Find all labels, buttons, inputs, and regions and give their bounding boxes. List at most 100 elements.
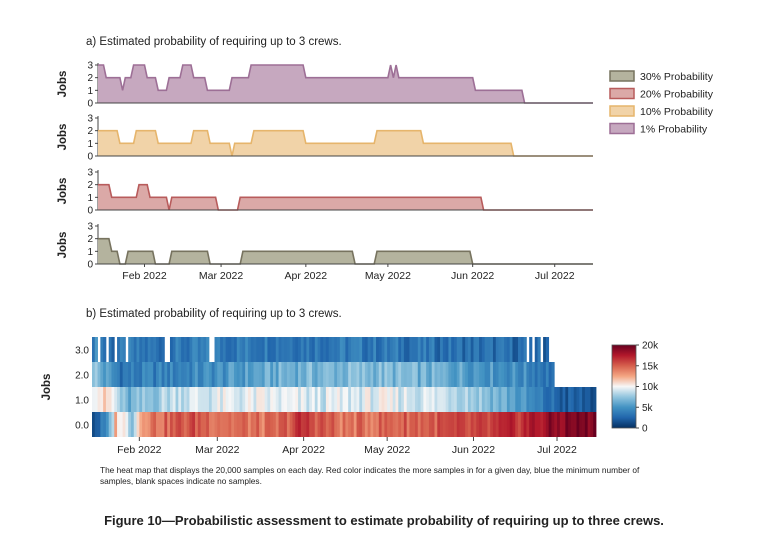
- heatmap-cell: [125, 362, 129, 387]
- heatmap-cell: [384, 362, 388, 387]
- heatmap-cell: [97, 387, 101, 412]
- heatmap-cell: [111, 387, 115, 412]
- heatmap-cell: [462, 412, 466, 437]
- heatmap-cell: [175, 337, 179, 362]
- heatmap-cell: [509, 412, 513, 437]
- heatmap-cell: [245, 387, 249, 412]
- heatmap-cell: [150, 412, 154, 437]
- panel-a-subplot: 0 1 23 Jobs Feb 2022 Mar 2022 Apr 2022 May 2022…: [57, 222, 593, 282]
- heatmap-cell: [509, 387, 513, 412]
- legend-swatch: [609, 122, 635, 135]
- heatmap-cell: [247, 362, 252, 387]
- panel-b-title: b) Estimated probability of requiring up…: [86, 308, 342, 320]
- heatmap-cell: [317, 387, 321, 412]
- heatmap-cell: [406, 362, 410, 387]
- heatmap-cell: [440, 362, 444, 387]
- heatmap-cell: [540, 362, 544, 387]
- heatmap-cell: [311, 337, 316, 362]
- heatmap-cell: [214, 412, 218, 437]
- heatmap-cell: [409, 337, 413, 362]
- heatmap-cell: [242, 412, 246, 437]
- heatmap-cell: [350, 412, 355, 437]
- heatmap-cell: [406, 337, 410, 362]
- heatmap-cell: [387, 337, 391, 362]
- heatmap-cell: [328, 387, 332, 412]
- heatmap-cell: [342, 337, 346, 362]
- heatmap-cell: [448, 412, 452, 437]
- y-axis-label: Jobs: [57, 232, 69, 259]
- heatmap-cell: [543, 337, 547, 362]
- heatmap-cell: [479, 337, 483, 362]
- heatmap-cell: [557, 387, 561, 412]
- heatmap-cell: [272, 362, 277, 387]
- heatmap-cell: [156, 412, 160, 437]
- heatmap-cell: [189, 337, 193, 362]
- heatmap-cell: [298, 412, 302, 437]
- legend-label: 10% Probability: [640, 106, 714, 118]
- heatmap-cell: [498, 362, 502, 387]
- heatmap-cell: [512, 362, 516, 387]
- heatmap-cell: [459, 337, 463, 362]
- heatmap-cell: [495, 387, 499, 412]
- heatmap-cell: [537, 412, 541, 437]
- heatmap-cell: [217, 362, 221, 387]
- heatmap-cell: [518, 337, 522, 362]
- heatmap-cell: [398, 387, 402, 412]
- heatmap-cell: [543, 362, 547, 387]
- heatmap-cell: [236, 362, 240, 387]
- heatmap-cell: [217, 337, 221, 362]
- heatmap-cell: [278, 412, 282, 437]
- heatmap-cell: [278, 337, 282, 362]
- heatmap-cell: [403, 362, 408, 387]
- heatmap-cell: [465, 362, 469, 387]
- heatmap-cell: [373, 337, 377, 362]
- heatmap-cell: [515, 362, 519, 387]
- heatmap-cell: [259, 387, 263, 412]
- heatmap-cell: [139, 362, 143, 387]
- heatmap-cell: [192, 337, 196, 362]
- heatmap-cell: [303, 337, 307, 362]
- heatmap-cell: [440, 387, 444, 412]
- heatmap-cell: [247, 337, 252, 362]
- heatmap-cell: [292, 337, 296, 362]
- heatmap-cell: [412, 387, 416, 412]
- heatmap-cell: [387, 387, 391, 412]
- heatmap-cell: [228, 337, 232, 362]
- heatmap-cell: [200, 387, 204, 412]
- heatmap-cell: [426, 362, 430, 387]
- heatmap-cell: [554, 387, 558, 412]
- heatmap-cell: [423, 412, 427, 437]
- heatmap-cell: [378, 337, 382, 362]
- heatmap-cell: [389, 337, 394, 362]
- heatmap-cell: [292, 412, 296, 437]
- heatmap-cell: [272, 387, 277, 412]
- heatmap-cell: [437, 412, 441, 437]
- heatmap-cell: [211, 412, 215, 437]
- heatmap-cell: [406, 387, 410, 412]
- heatmap-cell: [111, 337, 115, 362]
- heatmap-cell: [150, 387, 154, 412]
- heatmap-cell: [434, 387, 438, 412]
- heatmap-cell: [225, 387, 229, 412]
- y-axis-label: Jobs: [57, 124, 69, 151]
- heatmap-cell: [417, 362, 421, 387]
- heatmap-cell: [133, 412, 137, 437]
- y-tick-label: 3: [87, 61, 93, 72]
- heatmap-cell: [289, 387, 293, 412]
- heatmap-cell: [453, 412, 458, 437]
- heatmap-cell: [328, 362, 332, 387]
- heatmap-cell: [557, 412, 561, 437]
- heatmap-cell: [481, 387, 486, 412]
- heatmap-cell: [520, 412, 524, 437]
- heatmap-cell: [487, 362, 491, 387]
- heatmap-cell: [484, 362, 488, 387]
- heatmap-cell: [428, 337, 433, 362]
- heatmap-cell: [169, 362, 174, 387]
- heatmap-cell: [440, 337, 444, 362]
- heatmap-cell: [565, 412, 569, 437]
- heatmap-cell: [250, 412, 254, 437]
- heatmap-cell: [334, 387, 338, 412]
- heatmap-cell: [239, 412, 243, 437]
- heatmap-cell: [403, 412, 408, 437]
- heatmap-cell: [214, 337, 218, 362]
